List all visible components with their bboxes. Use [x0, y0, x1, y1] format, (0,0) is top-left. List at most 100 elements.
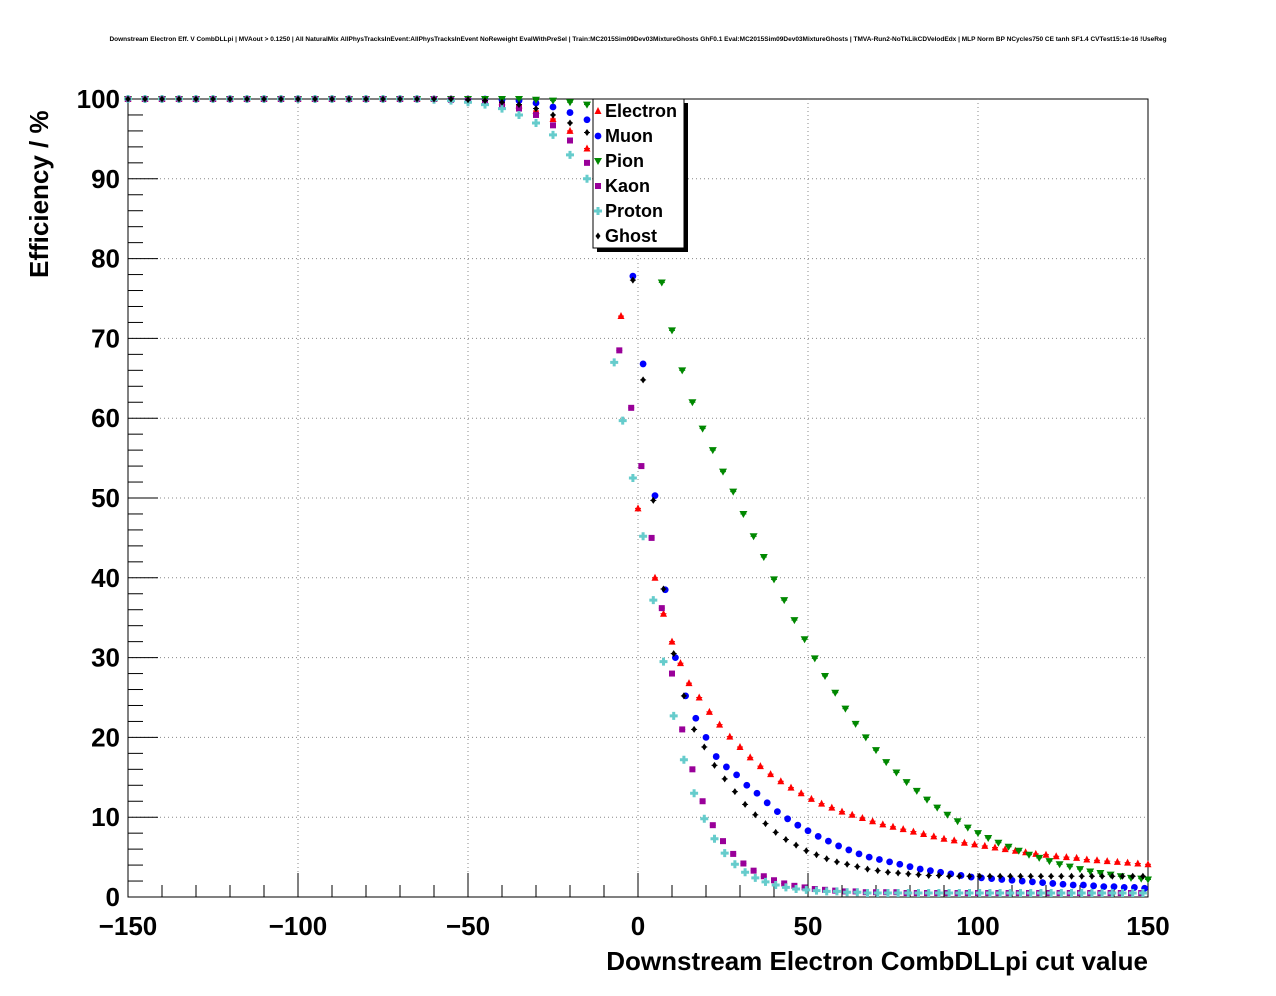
data-point	[751, 873, 760, 882]
data-point	[936, 871, 942, 879]
data-point	[869, 817, 877, 825]
data-point	[916, 871, 921, 879]
data-point	[142, 95, 148, 103]
data-point	[1144, 876, 1152, 884]
data-point	[1042, 850, 1050, 858]
data-point	[566, 99, 574, 107]
data-point	[1004, 843, 1013, 851]
data-point	[824, 855, 830, 863]
data-point	[465, 96, 471, 104]
data-point	[244, 95, 250, 103]
data-point	[363, 95, 369, 103]
data-point	[822, 887, 831, 896]
data-point	[722, 775, 728, 783]
data-point	[876, 856, 883, 863]
data-point	[1055, 861, 1064, 869]
data-point	[943, 811, 952, 819]
data-point	[691, 725, 697, 733]
data-point	[838, 807, 846, 815]
data-point	[771, 881, 780, 890]
data-point	[1079, 872, 1085, 880]
data-point	[950, 836, 958, 844]
data-point	[1118, 889, 1127, 898]
data-point	[761, 877, 770, 886]
data-point	[926, 871, 932, 879]
data-point	[930, 832, 938, 840]
data-point	[741, 868, 750, 877]
legend: Electron Muon Pion Kaon Proton Ghost	[592, 98, 688, 252]
data-point	[800, 636, 809, 644]
data-point	[649, 596, 658, 605]
data-point	[844, 860, 850, 868]
data-point	[716, 720, 724, 728]
data-point	[278, 95, 284, 103]
y-tick-label: 0	[106, 882, 120, 912]
legend-label-electron: Electron	[605, 101, 677, 121]
data-point	[312, 95, 318, 103]
data-point	[916, 865, 924, 873]
data-point	[831, 689, 840, 697]
data-point	[1014, 847, 1023, 855]
data-point	[749, 533, 758, 541]
data-point	[752, 811, 758, 819]
data-point	[996, 889, 1005, 898]
data-point	[904, 889, 913, 898]
data-point	[1011, 846, 1019, 854]
data-point	[882, 759, 891, 767]
data-point	[515, 96, 523, 103]
data-point	[651, 573, 659, 581]
data-point	[1077, 889, 1086, 898]
data-point	[1036, 889, 1045, 898]
x-tick-label: 150	[1126, 911, 1169, 941]
data-point	[822, 886, 828, 893]
data-point	[774, 808, 781, 816]
data-point	[865, 865, 870, 873]
data-point	[516, 105, 522, 112]
data-point	[679, 726, 686, 733]
data-point	[1080, 881, 1087, 889]
data-point	[889, 822, 897, 830]
data-point	[1140, 872, 1146, 880]
data-point	[804, 827, 812, 835]
data-point	[894, 889, 903, 898]
data-point	[685, 679, 693, 687]
data-point	[176, 95, 182, 103]
chart-title: Downstream Electron Eff. V CombDLLpi | M…	[109, 36, 1167, 43]
x-tick-label: 0	[631, 911, 645, 941]
data-point	[1039, 879, 1046, 887]
data-point	[261, 95, 267, 103]
data-point	[953, 818, 962, 826]
data-point	[1103, 857, 1111, 865]
data-point	[784, 815, 791, 823]
data-point	[617, 312, 625, 320]
data-point	[689, 766, 696, 773]
data-point	[723, 763, 730, 771]
data-point	[499, 98, 505, 106]
data-point	[533, 111, 539, 118]
data-point	[814, 832, 822, 840]
data-point	[960, 838, 968, 846]
data-point	[985, 889, 994, 898]
data-point	[566, 109, 574, 116]
data-point	[783, 836, 789, 844]
y-tick-label: 100	[77, 84, 120, 114]
data-point	[1134, 859, 1142, 867]
data-point	[677, 659, 684, 667]
data-point	[879, 820, 887, 828]
data-point	[1096, 870, 1105, 878]
data-point	[883, 889, 892, 898]
data-point	[346, 95, 352, 103]
data-point	[616, 347, 623, 354]
data-point	[885, 868, 891, 876]
data-point	[648, 534, 655, 541]
data-point	[814, 851, 819, 859]
data-point	[981, 841, 989, 849]
data-point	[690, 789, 699, 798]
data-point	[1028, 872, 1034, 880]
data-point	[1062, 853, 1070, 861]
data-point	[975, 889, 984, 898]
data-point	[639, 532, 648, 541]
data-point	[912, 787, 921, 795]
data-point	[566, 126, 574, 134]
data-point	[668, 327, 676, 335]
